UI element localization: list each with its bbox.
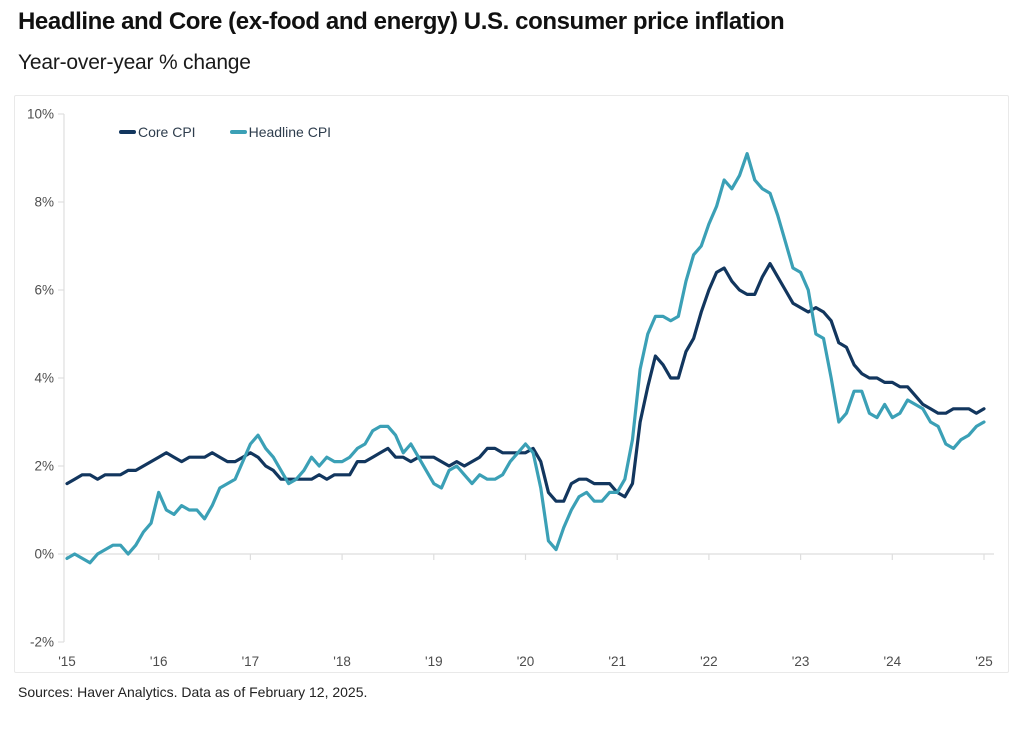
core-line-swatch [119, 130, 136, 134]
legend: Core CPI Headline CPI [119, 124, 331, 140]
chart-card: Core CPI Headline CPI 10% 8% 6% 4% 2% 0% -2% '1… [14, 95, 1009, 673]
chart-subtitle: Year-over-year % change [18, 51, 251, 74]
x-tick-label: '17 [242, 654, 260, 669]
x-tick-label: '22 [700, 654, 718, 669]
x-tick-label: '21 [608, 654, 626, 669]
y-tick-label: 6% [34, 283, 54, 298]
x-tick-label: '25 [975, 654, 993, 669]
legend-label-headline: Headline CPI [248, 124, 332, 140]
source-note: Sources: Haver Analytics. Data as of Feb… [18, 684, 368, 700]
y-tick-label: 0% [34, 547, 54, 562]
headline-line-swatch [229, 130, 247, 134]
core-cpi-line [65, 262, 986, 503]
x-tick-label: '20 [517, 654, 535, 669]
y-tick-label: 2% [34, 459, 54, 474]
y-tick-label: -2% [30, 635, 54, 650]
legend-item-headline: Headline CPI [229, 124, 332, 140]
legend-label-core: Core CPI [138, 124, 196, 140]
y-tick-label: 10% [27, 107, 54, 122]
y-tick-label: 8% [34, 195, 54, 210]
legend-item-core: Core CPI [119, 124, 196, 140]
x-tick-label: '19 [425, 654, 443, 669]
headline-cpi-line [65, 152, 986, 565]
x-tick-label: '18 [333, 654, 351, 669]
chart-title: Headline and Core (ex-food and energy) U… [18, 8, 785, 35]
x-tick-label: '24 [884, 654, 902, 669]
x-tick-label: '15 [58, 654, 76, 669]
line-chart: 10% 8% 6% 4% 2% 0% -2% '15 '16 '17 '18 '19 '20 '21 '22… [27, 107, 994, 669]
x-tick-label: '16 [150, 654, 168, 669]
y-tick-label: 4% [34, 371, 54, 386]
x-tick-label: '23 [792, 654, 810, 669]
